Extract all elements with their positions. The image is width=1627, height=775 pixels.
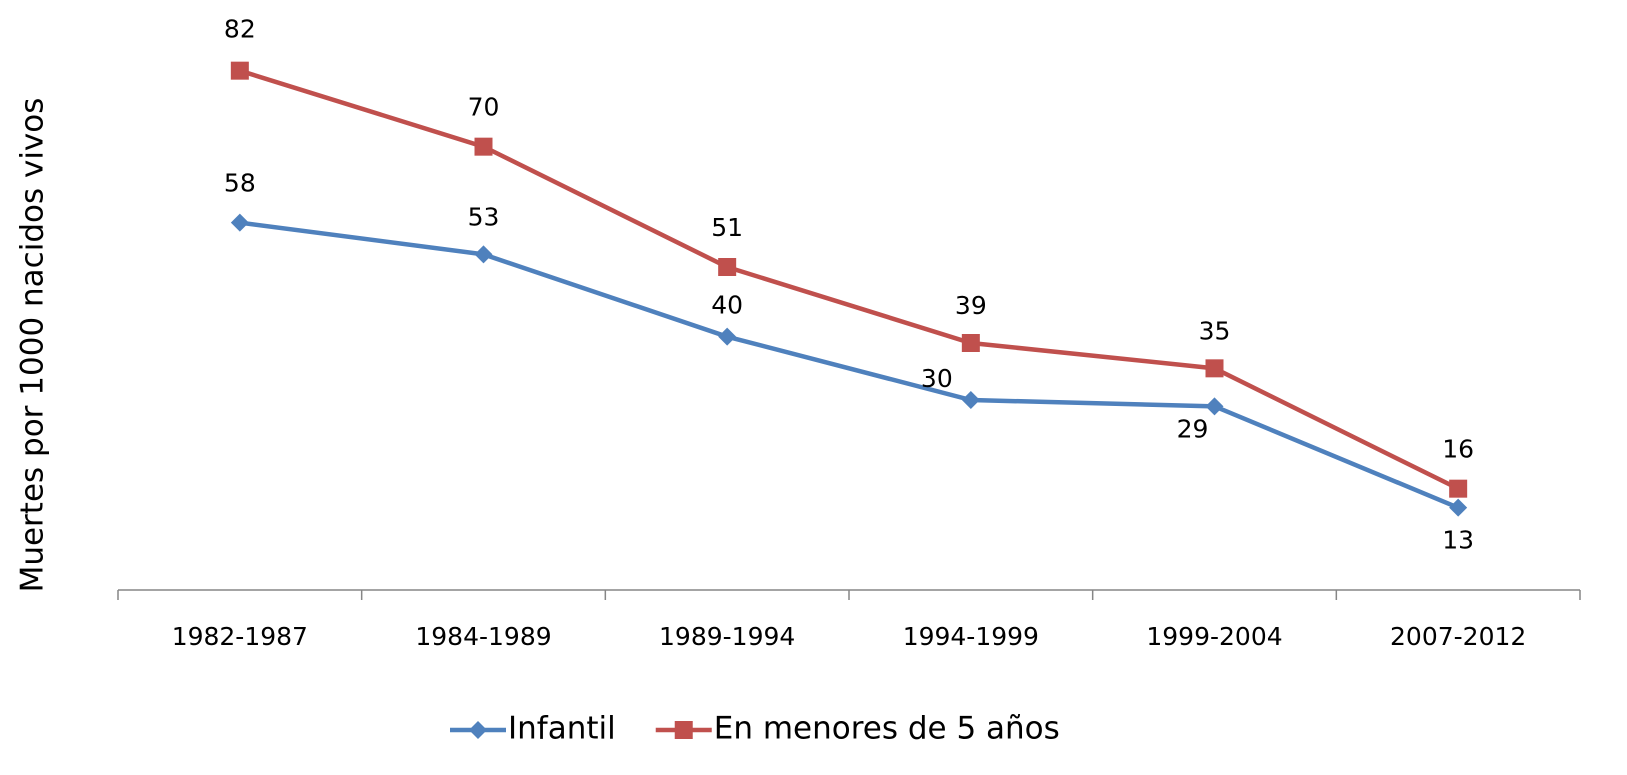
data-label: 39 (955, 291, 987, 320)
x-tick-label: 1982-1987 (172, 622, 308, 651)
point-marker (718, 327, 737, 346)
point-marker (1205, 359, 1224, 378)
x-tick-label: 1984-1989 (415, 622, 551, 651)
x-tick-label: 2007-2012 (1390, 622, 1526, 651)
data-label: 82 (224, 15, 256, 44)
point-marker (1449, 498, 1468, 517)
y-axis-title: Muertes por 1000 nacidos vivos (15, 98, 51, 593)
legend-label: En menores de 5 años (714, 711, 1060, 747)
data-label: 70 (468, 93, 500, 122)
series-line (239, 68, 1460, 491)
data-label: 40 (711, 291, 743, 320)
point-marker (230, 61, 249, 80)
data-label: 29 (1177, 414, 1209, 443)
point-marker (474, 137, 493, 156)
x-tick-label: 1994-1999 (903, 622, 1039, 651)
point-marker (961, 391, 980, 409)
data-label: 51 (711, 213, 743, 242)
legend-label: Infantil (508, 711, 616, 747)
point-marker (1205, 397, 1224, 416)
legend-marker (469, 721, 487, 739)
data-label: 16 (1442, 435, 1474, 464)
point-marker (474, 245, 493, 264)
x-tick-label: 1989-1994 (659, 622, 795, 651)
point-marker (718, 258, 737, 276)
data-label: 13 (1442, 526, 1474, 555)
point-marker (961, 334, 980, 352)
series-line (239, 220, 1460, 510)
point-marker (1449, 479, 1468, 498)
data-label: 30 (921, 364, 953, 393)
x-tick-label: 1999-2004 (1146, 622, 1282, 651)
data-label: 58 (224, 169, 256, 198)
point-marker (230, 213, 249, 232)
legend-marker (674, 721, 693, 739)
data-label: 35 (1199, 316, 1231, 345)
data-label: 53 (468, 202, 500, 231)
